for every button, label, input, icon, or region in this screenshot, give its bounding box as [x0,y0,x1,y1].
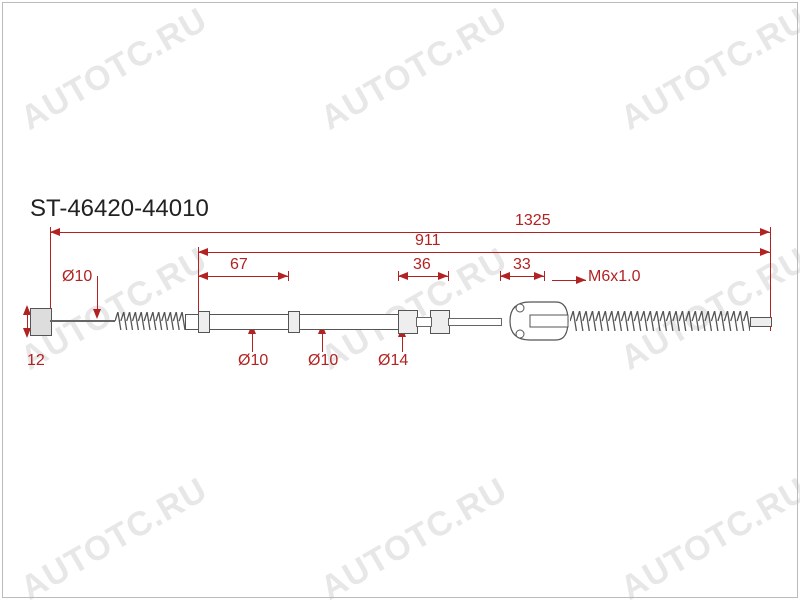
watermark: AUTOTC.RU [14,0,214,138]
watermark: AUTOTC.RU [614,240,800,378]
watermark: AUTOTC.RU [614,470,800,600]
threaded-end [750,317,772,327]
watermark: AUTOTC.RU [314,0,514,138]
part-number: ST-46420-44010 [30,195,209,223]
dimension-67: 67 [230,256,248,274]
end-fitting [30,308,52,336]
end-width: 12 [27,352,45,370]
diameter-label: Ø10 [238,352,268,370]
spring [570,311,750,331]
cable-stop [398,310,418,334]
dimension-33: 33 [513,256,531,274]
thread-spec: M6x1.0 [588,268,640,286]
diameter-label: Ø14 [378,352,408,370]
mounting-bracket [500,298,570,344]
spring [115,312,185,330]
watermark: AUTOTC.RU [614,0,800,138]
dimension-911: 911 [415,232,441,250]
dimension-1325: 1325 [515,212,551,230]
diameter-label: Ø10 [308,352,338,370]
watermark: AUTOTC.RU [314,470,514,600]
diameter-end: Ø10 [62,268,92,286]
watermark: AUTOTC.RU [14,470,214,600]
drawing-canvas: AUTOTC.RU AUTOTC.RU AUTOTC.RU AUTOTC.RU AUTO… [0,0,800,600]
dimension-36: 36 [413,256,431,274]
cable-stop [430,310,450,334]
